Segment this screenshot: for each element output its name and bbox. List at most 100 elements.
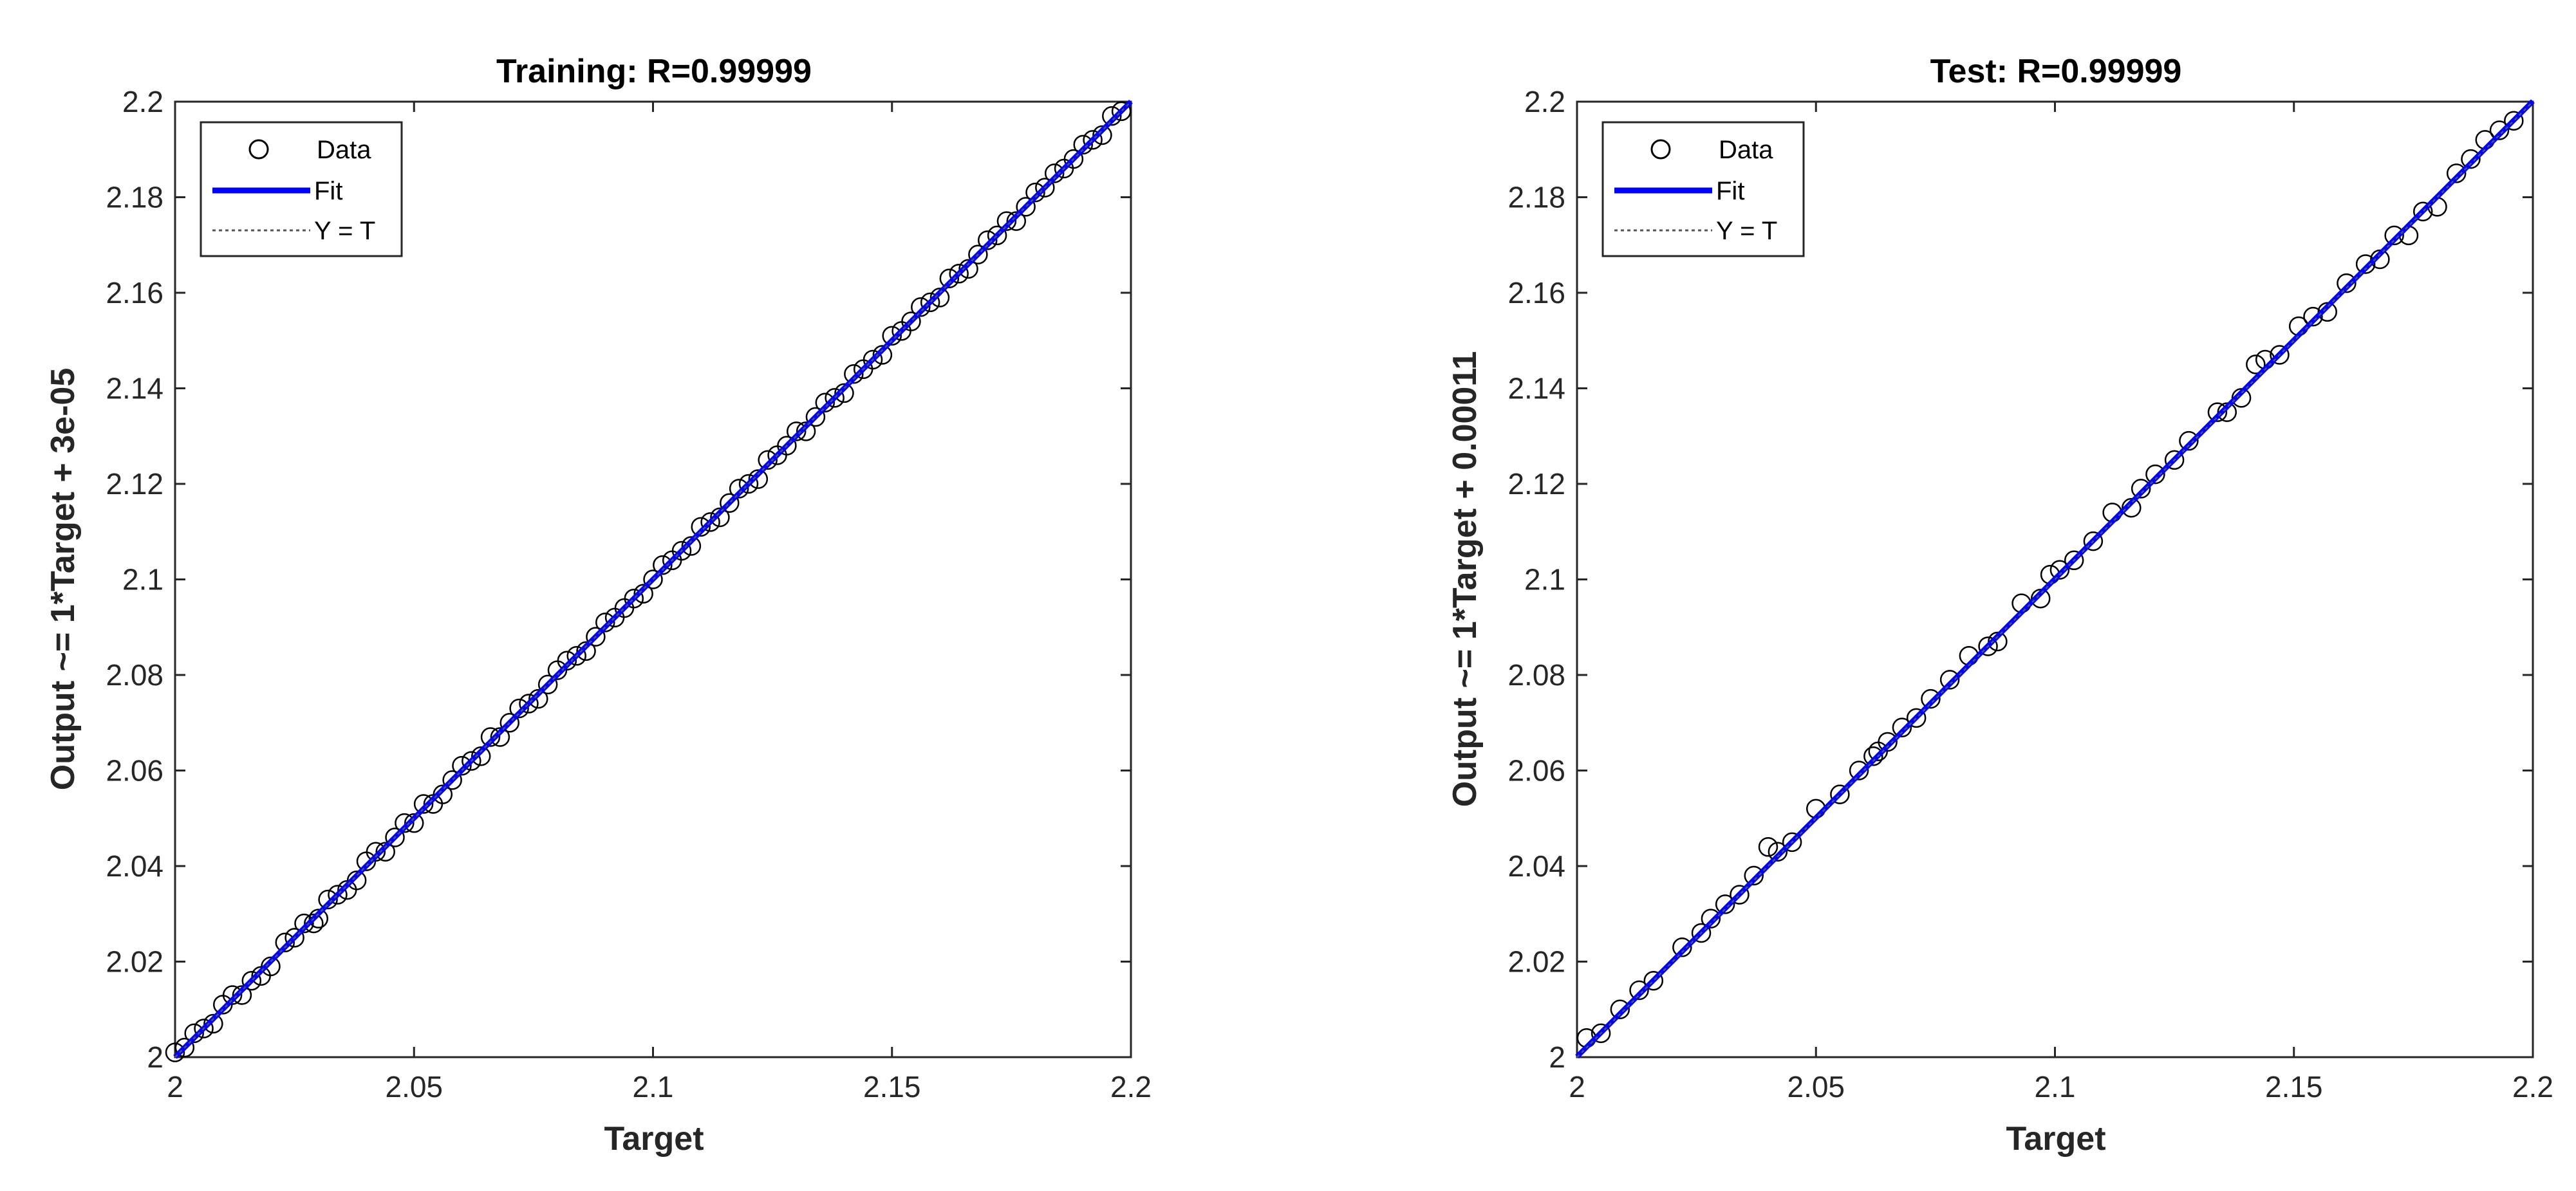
training-data-point [825,388,845,408]
training-data-point [863,349,883,370]
training-data-point [1063,149,1084,169]
test-data-point [1830,784,1850,804]
test-legend-data-marker [1650,139,1671,160]
training-data-point [404,813,424,833]
training-legend-data-marker [248,139,269,160]
training-data-point [882,326,902,346]
test-data-point [2384,225,2404,246]
test-data-point [2446,163,2467,183]
test-data-point [2207,402,2228,422]
training-data-point [681,536,702,556]
training-y-tick-label: 2.1 [122,563,163,596]
training-data-point [462,751,481,771]
test-data-point [1591,1023,1611,1044]
training-data-point [700,512,720,532]
training-data-point [844,364,864,384]
training-y-tick-label: 2.2 [122,85,163,118]
test-data-point [1610,999,1630,1019]
test-y-tick-label: 2 [1549,1040,1565,1074]
training-x-tick-label: 2 [167,1070,183,1103]
test-y-tick-label: 2.08 [1507,658,1565,692]
test-data-point [1629,980,1649,1001]
test-y-tick-label: 2.1 [1524,563,1565,596]
training-data-point [738,474,759,494]
training-data-point [1102,106,1122,126]
test-y-tick-label: 2.06 [1507,754,1565,788]
training-data-point [805,407,826,427]
test-data-point [1878,732,1898,752]
test-data-point [1849,761,1869,780]
training-data-point [328,885,348,905]
test-y-tick-label: 2.12 [1507,467,1565,501]
test-x-ticks: 2 2.05 2.1 2.15 2.2 [1569,102,2553,1103]
training-data-point [395,813,415,833]
test-data-point [1892,717,1912,737]
test-regression-plot: Test: R=0.99999 2 2.05 2.1 2.15 2.2 2 2.02 2.0… [1446,53,2553,1158]
training-data-point [920,292,940,313]
training-data-point [375,842,395,862]
training-x-tick-label: 2.1 [633,1070,674,1103]
training-y-tick-label: 2.08 [106,658,163,692]
training-data-point [537,674,558,695]
test-data-point [2145,464,2165,485]
training-data-point [471,746,491,766]
test-data-point [2217,402,2237,422]
training-data-point [1092,125,1112,145]
training-data-point [557,651,577,670]
training-data-point [872,345,893,365]
training-data-point [777,436,797,456]
training-data-point [452,755,472,776]
test-data-point [1672,937,1692,957]
test-data-point [2179,430,2199,451]
training-data-point [729,479,749,499]
test-data-point [2461,149,2481,169]
test-data-point [1939,670,1960,690]
training-x-tick-label: 2.15 [863,1070,921,1103]
test-y-axis-label: Output ~= 1*Target + 0.00011 [1446,351,1484,808]
test-data-point [2164,450,2185,470]
training-data-point [815,392,835,413]
training-data-point [366,842,386,862]
test-data-point [1921,688,1941,709]
training-data-point [710,507,730,528]
training-data-point [203,1013,223,1034]
test-data-point [1643,970,1664,991]
training-data-point [304,913,324,934]
training-y-axis-label: Output ~= 1*Target + 3e-05 [44,368,82,790]
test-legend-data-label: Data [1719,136,1773,164]
training-data-point [385,827,405,847]
training-data-point [958,259,978,279]
training-x-tick-label: 2.05 [385,1070,443,1103]
training-data-point [480,727,501,747]
training-data-point [671,540,692,561]
test-y-tick-label: 2.02 [1507,945,1565,979]
training-data-point [318,889,338,910]
test-x-tick-label: 2.15 [2265,1070,2323,1103]
training-data-point [576,641,596,661]
test-data-point [2131,479,2151,499]
training-data-point [633,584,653,604]
training-data-point [232,985,252,1005]
test-data-point [1744,865,1764,886]
training-x-tick-label: 2.2 [1110,1070,1152,1103]
test-x-tick-label: 2.2 [2512,1070,2553,1103]
test-data-point [1730,885,1750,905]
test-data-point [2303,306,2323,327]
training-data-point [499,713,519,733]
training-y-tick-label: 2.04 [106,849,163,883]
training-data-point [720,493,740,513]
test-y-tick-label: 2.14 [1507,372,1565,405]
training-data-point [978,230,998,250]
test-data-point [1906,708,1927,728]
training-data-point [413,794,434,814]
training-legend-fit-label: Fit [314,177,342,205]
training-data-point [624,588,644,609]
test-data-point [1863,746,1883,766]
training-y-ticks: 2 2.02 2.04 2.06 2.08 2.1 2.12 2.14 2.16 2.18 2.2 [106,85,1131,1074]
test-legend: Data Fit Y = T [1601,121,1805,257]
training-data-point [1016,197,1036,217]
test-y-ticks: 2 2.02 2.04 2.06 2.08 2.1 2.12 2.14 2.16 2.18 2.2 [1507,85,2533,1074]
test-plot-title: Test: R=0.99999 [1930,53,2182,90]
test-data-point [2064,550,2084,571]
training-data-point [285,928,304,948]
